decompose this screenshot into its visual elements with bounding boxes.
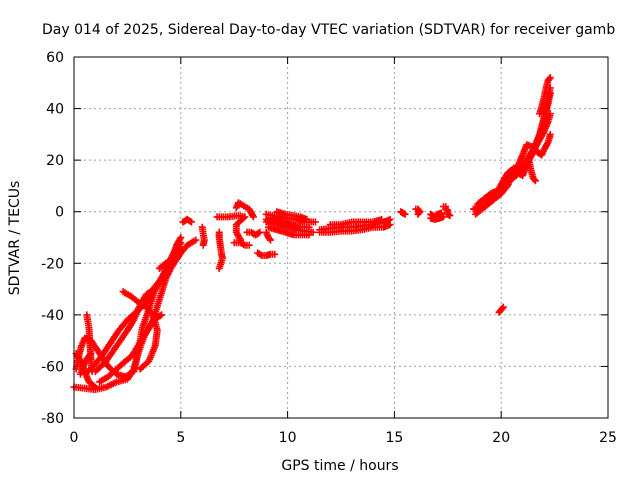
- data-point: [446, 212, 454, 220]
- y-tick-label: -80: [41, 411, 64, 427]
- data-point: [305, 231, 313, 239]
- data-point: [305, 223, 313, 231]
- data-point: [401, 210, 409, 218]
- data-point: [215, 264, 223, 272]
- data-point: [87, 350, 95, 357]
- y-tick-label: -60: [41, 359, 64, 375]
- data-point: [245, 241, 253, 249]
- data-point: [192, 236, 200, 244]
- data-point: [86, 351, 94, 359]
- data-point: [311, 218, 319, 226]
- data-point: [265, 235, 273, 243]
- data-point: [91, 383, 99, 391]
- data-point: [440, 213, 447, 221]
- data-point: [303, 215, 311, 223]
- data-point: [415, 209, 423, 217]
- data-point: [530, 176, 538, 183]
- data-point: [309, 228, 317, 236]
- data-point: [156, 312, 164, 320]
- x-tick-label: 25: [599, 430, 617, 446]
- y-tick-label: 20: [46, 153, 64, 169]
- x-tick-label: 15: [385, 430, 403, 446]
- y-tick-labels: -80 -60 -40 -20 0 20 40 60: [41, 50, 64, 427]
- y-tick-label: 0: [55, 205, 64, 221]
- x-axis-label: GPS time / hours: [281, 458, 398, 474]
- data-point: [545, 75, 553, 83]
- chart-title: Day 014 of 2025, Sidereal Day-to-day VTE…: [42, 22, 615, 38]
- data-point: [531, 177, 539, 185]
- data-point: [138, 364, 146, 372]
- x-tick-label: 5: [176, 430, 185, 446]
- data-point: [267, 236, 274, 244]
- data-point: [499, 303, 507, 311]
- data-point: [177, 234, 185, 241]
- data-point: [498, 304, 506, 312]
- data-point: [176, 235, 184, 243]
- data-point: [539, 129, 547, 137]
- data-point: [378, 215, 386, 223]
- x-tick-label: 10: [279, 430, 297, 446]
- data-point: [546, 110, 554, 118]
- data-points: [70, 74, 554, 394]
- data-point: [249, 213, 257, 221]
- data-point: [546, 74, 554, 82]
- data-point: [136, 365, 144, 373]
- axis-ticks: [73, 56, 609, 419]
- y-tick-label: -40: [41, 308, 64, 324]
- data-point: [546, 130, 554, 138]
- grid-lines: [74, 57, 608, 418]
- data-point: [234, 219, 242, 227]
- data-point: [254, 229, 262, 237]
- data-point: [199, 241, 207, 249]
- x-tick-labels: 0 5 10 15 20 25: [70, 430, 617, 446]
- data-point: [543, 140, 551, 148]
- x-tick-label: 0: [70, 430, 79, 446]
- data-point: [386, 221, 394, 229]
- y-tick-label: -20: [41, 256, 64, 272]
- data-point: [158, 311, 166, 319]
- data-point: [256, 228, 264, 236]
- y-tick-label: 40: [46, 102, 64, 118]
- data-point: [442, 203, 450, 211]
- y-tick-label: 60: [46, 50, 64, 66]
- plot-frame: [73, 56, 609, 419]
- data-point: [188, 218, 195, 226]
- y-axis-label: SDTVAR / TECUs: [7, 181, 23, 296]
- data-point: [271, 250, 279, 258]
- data-point: [414, 210, 422, 218]
- x-tick-label: 20: [492, 430, 510, 446]
